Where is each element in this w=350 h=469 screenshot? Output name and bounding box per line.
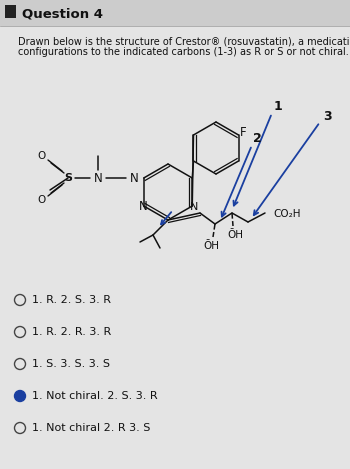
Text: 1. R. 2. R. 3. R: 1. R. 2. R. 3. R: [32, 327, 111, 337]
FancyBboxPatch shape: [0, 0, 350, 26]
Text: S: S: [64, 173, 72, 183]
Text: F: F: [240, 126, 247, 138]
Text: N: N: [94, 172, 102, 184]
FancyBboxPatch shape: [5, 5, 16, 18]
Text: 1. R. 2. S. 3. R: 1. R. 2. S. 3. R: [32, 295, 111, 305]
Text: N: N: [190, 202, 198, 212]
Text: 1. Not chiral. 2. S. 3. R: 1. Not chiral. 2. S. 3. R: [32, 391, 158, 401]
Text: Drawn below is the structure of Crestor® (rosuvastatin), a medicatio: Drawn below is the structure of Crestor®…: [18, 36, 350, 46]
Text: 2: 2: [253, 133, 261, 145]
Text: 1. Not chiral 2. R 3. S: 1. Not chiral 2. R 3. S: [32, 423, 150, 433]
Text: CO₂H: CO₂H: [273, 209, 301, 219]
Text: configurations to the indicated carbons (1-3) as R or S or not chiral.: configurations to the indicated carbons …: [18, 47, 349, 57]
Text: O: O: [38, 195, 46, 205]
Text: 1: 1: [274, 100, 282, 113]
Text: 3: 3: [324, 109, 332, 122]
Text: O: O: [38, 151, 46, 161]
Text: ŌH: ŌH: [227, 230, 243, 240]
Text: N: N: [130, 172, 138, 184]
Text: 1. S. 3. S. 3. S: 1. S. 3. S. 3. S: [32, 359, 110, 369]
Text: Question 4: Question 4: [22, 8, 103, 21]
Text: N: N: [138, 201, 147, 213]
Circle shape: [14, 391, 26, 401]
Text: ŌH: ŌH: [203, 241, 219, 251]
